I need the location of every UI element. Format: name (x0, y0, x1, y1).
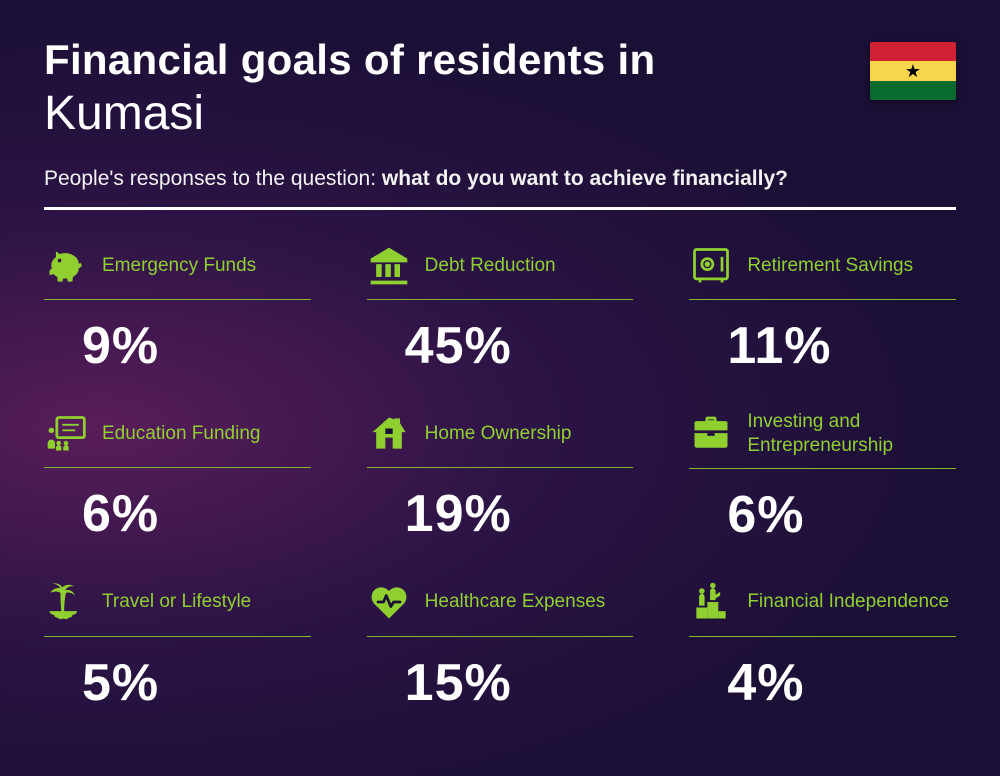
card-head: Travel or Lifestyle (44, 579, 311, 637)
header-divider (44, 207, 956, 210)
card-head: Retirement Savings (689, 242, 956, 300)
flag-stripe-yellow: ★ (870, 61, 956, 80)
goal-label: Home Ownership (425, 422, 572, 446)
goal-healthcare: Healthcare Expenses 15% (367, 579, 634, 713)
goal-value: 11% (689, 316, 956, 376)
title-line1: Financial goals of residents in (44, 36, 956, 84)
ghana-flag: ★ (870, 42, 956, 100)
goal-value: 45% (367, 316, 634, 376)
goal-value: 6% (689, 485, 956, 545)
card-head: Financial Independence (689, 579, 956, 637)
goal-debt-reduction: Debt Reduction 45% (367, 242, 634, 376)
card-head: Healthcare Expenses (367, 579, 634, 637)
goal-label: Debt Reduction (425, 254, 556, 278)
goal-financial-independence: Financial Independence 4% (689, 579, 956, 713)
flag-stripe-green (870, 81, 956, 100)
goal-travel-lifestyle: Travel or Lifestyle 5% (44, 579, 311, 713)
podium-icon (689, 580, 733, 624)
house-icon (367, 412, 411, 456)
subtitle: People's responses to the question: what… (44, 167, 956, 191)
goal-label: Education Funding (102, 422, 260, 446)
goal-label: Financial Independence (747, 590, 949, 614)
goal-emergency-funds: Emergency Funds 9% (44, 242, 311, 376)
subtitle-prefix: People's responses to the question: (44, 167, 382, 190)
goals-grid: Emergency Funds 9% Debt Reduction 45% Re… (44, 242, 956, 713)
header: Financial goals of residents in Kumasi ★… (44, 36, 956, 210)
flag-star-icon: ★ (905, 62, 921, 80)
safe-icon (689, 244, 733, 288)
flag-stripe-red (870, 42, 956, 61)
card-head: Debt Reduction (367, 242, 634, 300)
education-icon (44, 412, 88, 456)
goal-value: 4% (689, 653, 956, 713)
card-head: Home Ownership (367, 410, 634, 468)
goal-label: Emergency Funds (102, 254, 256, 278)
piggy-bank-icon (44, 244, 88, 288)
goal-value: 9% (44, 316, 311, 376)
card-head: Emergency Funds (44, 242, 311, 300)
title-city: Kumasi (44, 86, 956, 141)
goal-label: Travel or Lifestyle (102, 590, 251, 614)
goal-label: Retirement Savings (747, 254, 913, 278)
briefcase-icon (689, 412, 733, 456)
goal-value: 5% (44, 653, 311, 713)
goal-education-funding: Education Funding 6% (44, 410, 311, 545)
goal-value: 15% (367, 653, 634, 713)
card-head: Education Funding (44, 410, 311, 468)
palm-icon (44, 580, 88, 624)
goal-investing: Investing and Entrepreneurship 6% (689, 410, 956, 545)
goal-value: 19% (367, 484, 634, 544)
goal-label: Investing and Entrepreneurship (747, 410, 956, 458)
goal-home-ownership: Home Ownership 19% (367, 410, 634, 545)
bank-icon (367, 244, 411, 288)
goal-label: Healthcare Expenses (425, 590, 606, 614)
goal-value: 6% (44, 484, 311, 544)
heart-pulse-icon (367, 580, 411, 624)
subtitle-question: what do you want to achieve financially? (382, 167, 788, 190)
card-head: Investing and Entrepreneurship (689, 410, 956, 469)
goal-retirement-savings: Retirement Savings 11% (689, 242, 956, 376)
